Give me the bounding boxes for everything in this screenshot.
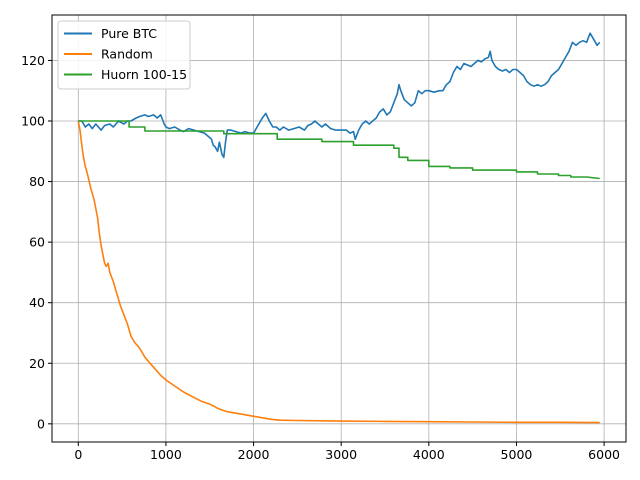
series-lines	[77, 32, 601, 424]
legend-label-random: Random	[101, 47, 153, 62]
y-tick-label: 100	[21, 113, 45, 128]
y-tick-label: 80	[29, 174, 45, 189]
x-axis-ticks: 0 1000 2000 3000 4000 5000 6000	[74, 442, 620, 462]
legend-label-huorn: Huorn 100-15	[101, 67, 187, 82]
series-line-pure-btc	[78, 32, 601, 159]
y-tick-label: 60	[29, 235, 45, 250]
x-tick-label: 3000	[325, 447, 357, 462]
legend-label-pure-btc: Pure BTC	[101, 26, 157, 41]
grid-lines	[52, 15, 626, 442]
legend-box	[57, 20, 191, 90]
x-tick-label: 1000	[150, 447, 182, 462]
plot-frame	[51, 14, 627, 443]
x-tick-label: 5000	[501, 447, 533, 462]
x-tick-label: 4000	[413, 447, 445, 462]
y-tick-label: 20	[29, 356, 45, 371]
x-tick-label: 6000	[588, 447, 620, 462]
y-tick-label: 40	[29, 295, 45, 310]
series-line-huorn	[78, 120, 600, 180]
y-axis-ticks: 0 20 40 60 80 100 120	[21, 53, 52, 431]
y-tick-label: 0	[37, 416, 45, 431]
x-tick-label: 2000	[238, 447, 270, 462]
legend: Pure BTC Random Huorn 100-15	[57, 20, 191, 90]
x-tick-label: 0	[74, 447, 82, 462]
series-line-random	[77, 120, 600, 424]
y-tick-label: 120	[21, 53, 45, 68]
